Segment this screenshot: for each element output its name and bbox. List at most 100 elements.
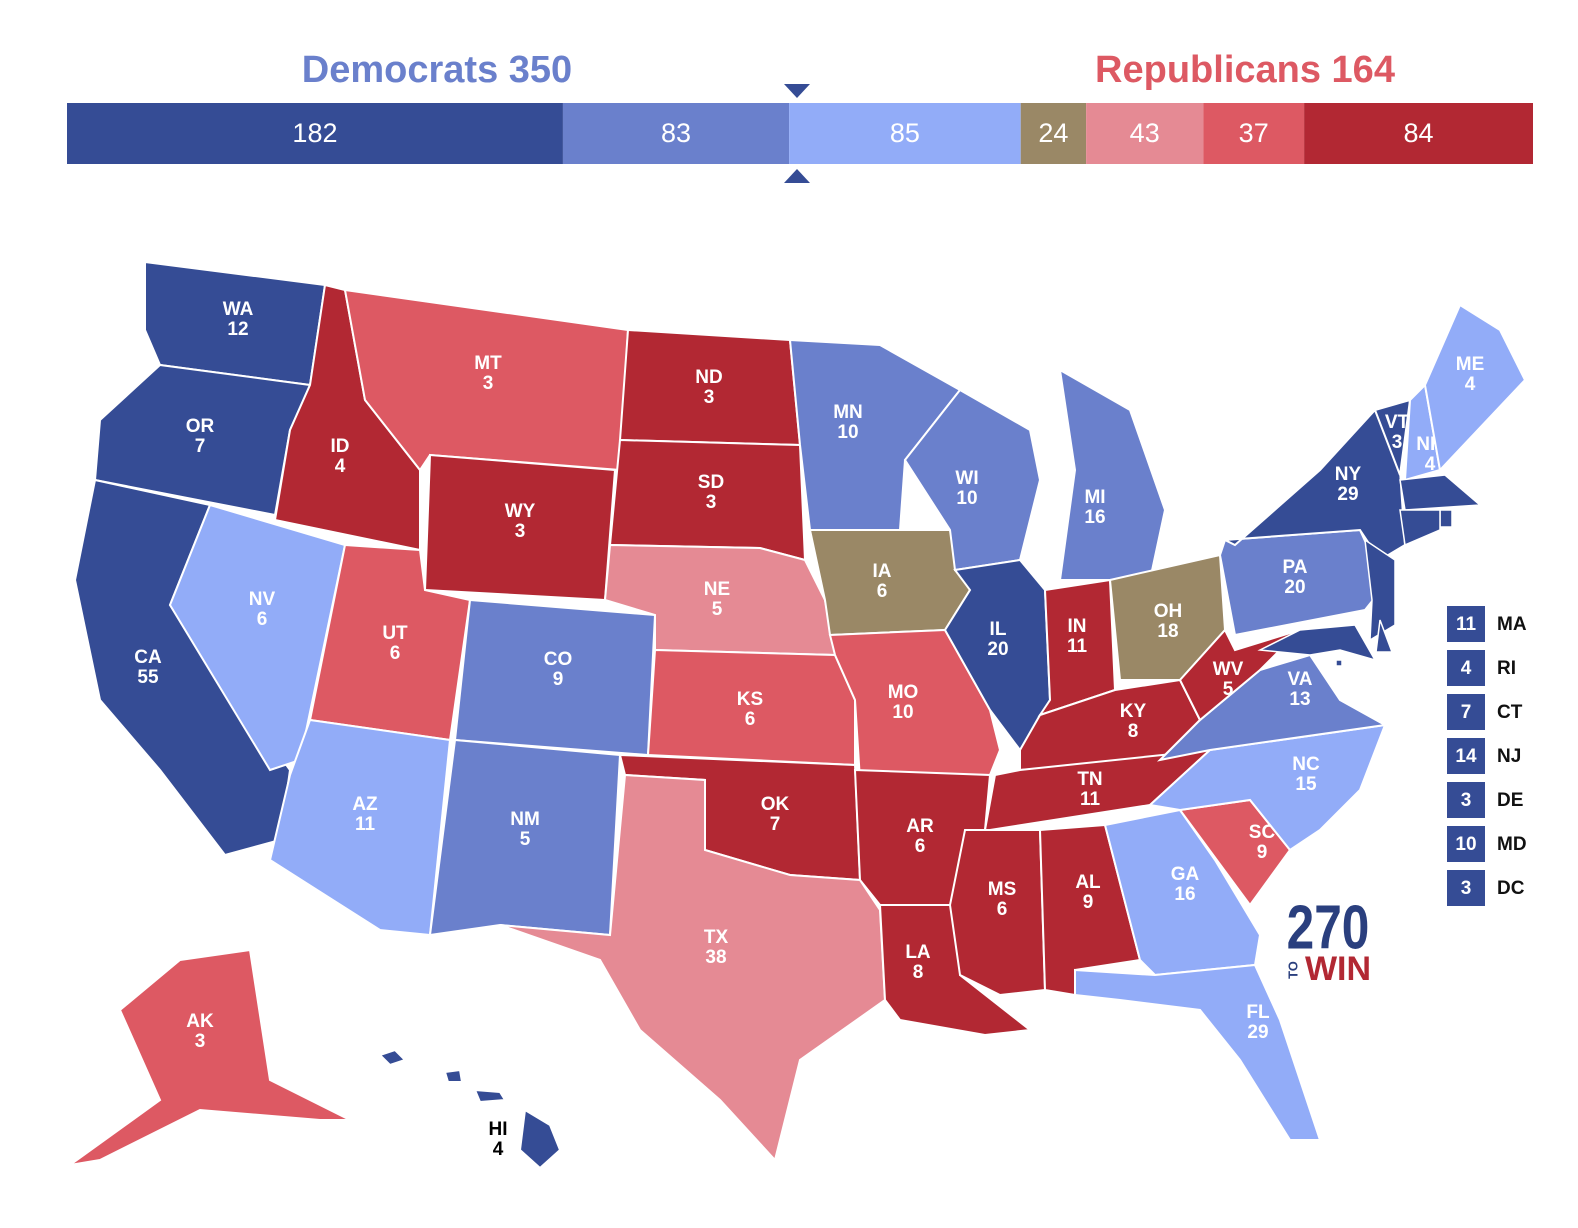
state-ev: 7 xyxy=(195,436,206,457)
state-abbr: WI xyxy=(955,468,978,489)
logo-to: TO xyxy=(1285,961,1300,979)
state-ev: 3 xyxy=(195,1031,206,1052)
state-ev: 4 xyxy=(1465,374,1476,395)
bar-segment-label: 24 xyxy=(1038,118,1068,148)
state-shape xyxy=(168,503,347,772)
bar-segment xyxy=(1020,103,1087,164)
state-shape xyxy=(1335,659,1343,667)
state-abbr: KY xyxy=(1120,701,1147,722)
state-shape xyxy=(1375,619,1394,653)
legend-box xyxy=(1447,606,1485,642)
state-shape xyxy=(1423,303,1527,473)
state-ev: 5 xyxy=(520,829,531,850)
legend-box xyxy=(1447,694,1485,730)
state-shape xyxy=(1439,509,1453,528)
bar-segment xyxy=(67,103,563,164)
state-abbr: ND xyxy=(695,367,722,388)
state-abbr: ID xyxy=(331,436,350,457)
state-ev: 13 xyxy=(1289,689,1310,710)
state-abbr: NE xyxy=(704,579,730,600)
midpoint-marker xyxy=(784,84,810,98)
state-ev: 29 xyxy=(1337,484,1358,505)
bar-segment-label: 84 xyxy=(1404,118,1434,148)
state-ev: 5 xyxy=(1223,679,1234,700)
legend-ev: 11 xyxy=(1456,614,1477,635)
state-abbr: AR xyxy=(906,816,934,837)
legend-abbr: RI xyxy=(1497,658,1516,679)
state-abbr: FL xyxy=(1246,1002,1270,1023)
state-abbr: KS xyxy=(737,689,763,710)
logo-win: WIN xyxy=(1305,950,1371,988)
state-abbr: MS xyxy=(988,879,1017,900)
state-abbr: NY xyxy=(1335,464,1362,485)
state-ev: 9 xyxy=(1257,842,1268,863)
state-ev: 29 xyxy=(1247,1022,1268,1043)
state-abbr: TN xyxy=(1077,769,1102,790)
state-shape xyxy=(69,948,351,1166)
state-ev: 12 xyxy=(227,319,248,340)
state-abbr: SD xyxy=(698,472,724,493)
state-ev: 7 xyxy=(770,814,781,835)
state-abbr: TX xyxy=(704,927,729,948)
state-shape xyxy=(903,388,1042,572)
bar-segment-label: 85 xyxy=(890,118,920,148)
bar-segment xyxy=(562,103,790,164)
state-ev: 3 xyxy=(706,492,717,513)
state-abbr: OH xyxy=(1154,601,1183,622)
logo: 270 TO WIN xyxy=(1285,892,1371,988)
bar-segment-label: 83 xyxy=(661,118,691,148)
state-ev: 6 xyxy=(877,581,888,602)
state-ev: 11 xyxy=(1067,636,1088,657)
state-shape xyxy=(499,773,887,1163)
state-ev: 16 xyxy=(1084,507,1105,528)
state-shape xyxy=(1399,474,1482,511)
state-abbr: OK xyxy=(761,794,790,815)
ev-bar: 182 83 85 24 43 37 84 xyxy=(67,103,1533,164)
state-ev: 16 xyxy=(1174,884,1195,905)
state-ev: 18 xyxy=(1157,621,1178,642)
state-abbr: CO xyxy=(544,649,573,670)
state-shape xyxy=(473,1088,507,1104)
state-abbr: ME xyxy=(1456,354,1485,375)
state-ev: 6 xyxy=(915,836,926,857)
legend-abbr: NJ xyxy=(1497,746,1521,767)
state-abbr: MT xyxy=(474,353,502,374)
state-ev: 3 xyxy=(515,521,526,542)
state-ev: 10 xyxy=(956,488,977,509)
rep-total: Republicans 164 xyxy=(1095,49,1395,91)
legend-ev: 3 xyxy=(1461,790,1472,811)
legend-box xyxy=(1447,738,1485,774)
bar-segment xyxy=(1086,103,1204,164)
state-ev: 10 xyxy=(837,422,858,443)
state-abbr: OR xyxy=(186,416,215,437)
state-abbr: MO xyxy=(888,682,919,703)
state-abbr: NV xyxy=(249,589,276,610)
state-abbr: PA xyxy=(1283,557,1308,578)
legend-box xyxy=(1447,782,1485,818)
state-ev: 38 xyxy=(705,947,726,968)
state-abbr: IL xyxy=(990,619,1007,640)
bar-segment xyxy=(1203,103,1305,164)
legend-box xyxy=(1447,870,1485,906)
state-ev: 6 xyxy=(257,609,268,630)
state-abbr: AK xyxy=(186,1011,214,1032)
legend-ev: 7 xyxy=(1461,702,1472,723)
state-abbr: UT xyxy=(382,623,408,644)
state-ev: 55 xyxy=(137,667,159,688)
state-ev: 8 xyxy=(913,962,924,983)
state-ev: 20 xyxy=(987,639,1008,660)
bar-segment-label: 37 xyxy=(1239,118,1269,148)
state-ev: 9 xyxy=(553,669,564,690)
state-ev: 3 xyxy=(1392,432,1403,453)
legend-ev: 4 xyxy=(1461,658,1472,679)
state-ev: 15 xyxy=(1295,774,1317,795)
state-ev: 4 xyxy=(493,1139,504,1160)
state-shape xyxy=(443,1068,464,1083)
logo-number: 270 xyxy=(1287,892,1370,962)
state-ev: 11 xyxy=(355,814,376,835)
state-abbr: WV xyxy=(1213,659,1244,680)
us-map: WA12OR7CA55NV6ID4MT3WY3UT6AZ11CO9NM5ND3S… xyxy=(69,260,1527,1170)
state-shape xyxy=(518,1108,562,1170)
dem-total: Democrats 350 xyxy=(302,49,572,91)
